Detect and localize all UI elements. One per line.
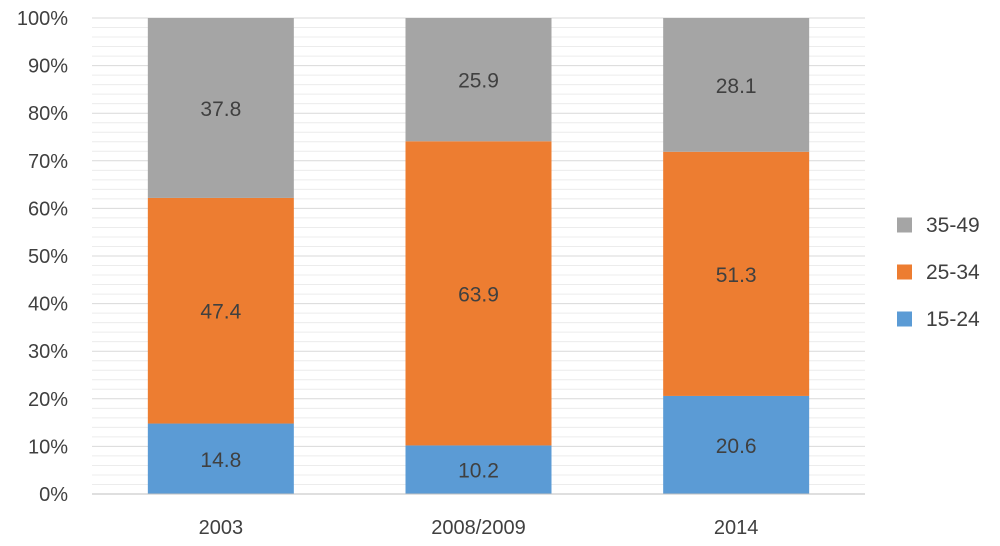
bar-segment-15-24 [147,423,294,494]
data-label: 25.9 [458,70,499,93]
legend: 35-49 25-34 15-24 [897,214,980,331]
bar-segment-15-24 [663,395,810,494]
y-tick-label: 80% [28,103,68,125]
legend-swatch-15-24 [897,311,912,327]
y-tick-label: 100% [17,8,68,30]
bar-segment-25-34 [405,141,552,446]
y-tick-label: 60% [28,198,68,220]
legend-swatch-35-49 [897,217,912,233]
y-tick-label: 90% [28,56,68,78]
legend-label: 25-34 [926,261,980,284]
data-label: 28.1 [716,75,757,98]
x-tick-label: 2003 [199,517,244,539]
y-tick-label: 20% [28,389,68,411]
data-label: 63.9 [458,283,499,306]
y-tick-label: 10% [28,436,68,458]
data-label: 20.6 [716,435,757,458]
x-tick-label: 2014 [714,517,759,539]
bar-segment-35-49 [663,18,810,152]
legend-label: 35-49 [926,214,980,237]
legend-swatch-25-34 [897,264,912,280]
y-axis-tick-labels: 0% 10% 20% 30% 40% 50% 60% 70% 80% 90% 100% [17,8,68,506]
bar-segment-25-34 [663,151,810,396]
bar-segment-35-49 [405,18,552,142]
legend-label: 15-24 [926,308,980,331]
bar-segment-25-34 [147,197,294,424]
x-tick-label: 2008/2009 [431,517,526,539]
y-tick-label: 40% [28,294,68,316]
data-label: 14.8 [200,449,241,472]
data-label: 51.3 [716,264,757,287]
y-tick-label: 0% [39,484,68,506]
data-label: 47.4 [200,301,241,324]
bars: 14.8 47.4 37.8 10.2 63.9 25.9 20.6 51.3 28.1 [147,18,810,494]
data-label: 10.2 [458,460,499,483]
y-tick-label: 50% [28,246,68,268]
y-tick-label: 70% [28,151,68,173]
bar-segment-35-49 [147,18,294,198]
y-tick-label: 30% [28,341,68,363]
data-label: 37.8 [200,98,241,121]
bar-segment-15-24 [405,445,552,494]
x-axis-tick-labels: 2003 2008/2009 2014 [199,517,759,539]
